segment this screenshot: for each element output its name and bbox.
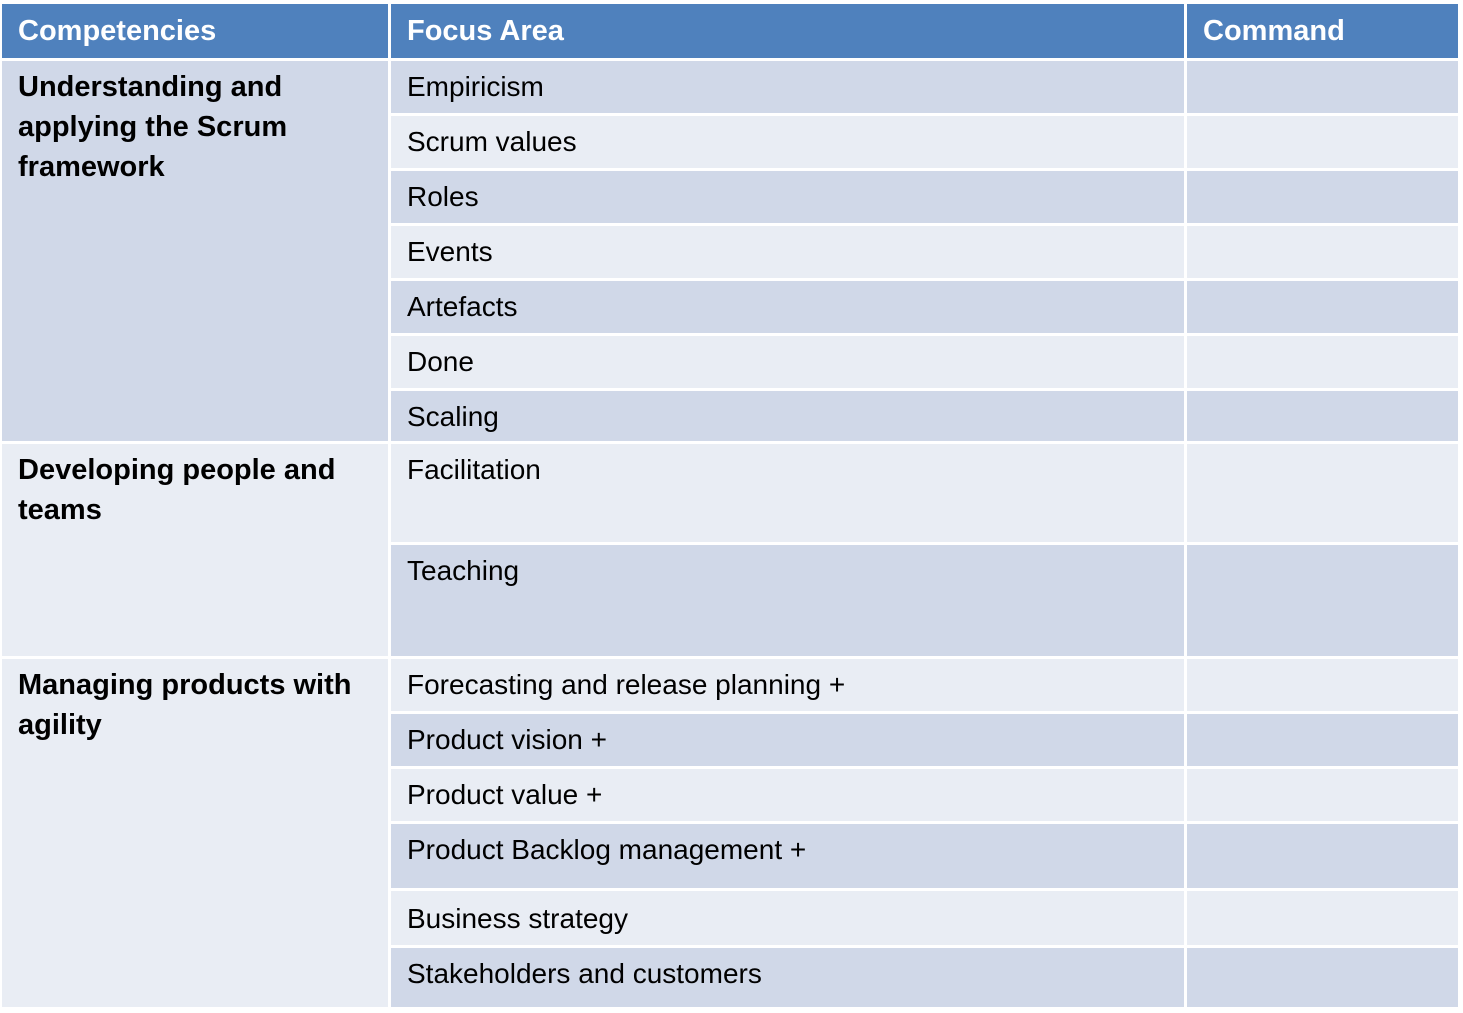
focus-area-cell: Scaling xyxy=(391,391,1184,441)
header-focus-area: Focus Area xyxy=(391,4,1184,58)
focus-area-label: Product value + xyxy=(407,779,603,810)
focus-area-cell: Teaching xyxy=(391,545,1184,656)
focus-area-label: Scaling xyxy=(407,401,499,432)
competency-cell: Understanding and applying the Scrum fra… xyxy=(2,61,388,441)
focus-area-label: Stakeholders and customers xyxy=(407,958,762,989)
focus-area-cell: Artefacts xyxy=(391,281,1184,333)
command-cell[interactable] xyxy=(1187,824,1458,888)
focus-area-cell: Forecasting and release planning + xyxy=(391,659,1184,711)
competency-label: Developing people and teams xyxy=(18,454,336,526)
focus-area-label: Business strategy xyxy=(407,903,628,934)
focus-area-cell: Product Backlog management + xyxy=(391,824,1184,888)
focus-area-cell: Events xyxy=(391,226,1184,278)
focus-area-label: Empiricism xyxy=(407,71,544,102)
command-cell[interactable] xyxy=(1187,948,1458,1007)
competency-label: Managing products with agility xyxy=(18,669,352,741)
header-competencies: Competencies xyxy=(2,4,388,58)
focus-area-cell: Empiricism xyxy=(391,61,1184,113)
header-command: Command xyxy=(1187,4,1458,58)
focus-area-cell: Product value + xyxy=(391,769,1184,821)
command-cell[interactable] xyxy=(1187,444,1458,542)
command-cell[interactable] xyxy=(1187,226,1458,278)
focus-area-label: Product Backlog management + xyxy=(407,834,807,865)
focus-area-label: Teaching xyxy=(407,555,520,586)
command-cell[interactable] xyxy=(1187,171,1458,223)
command-cell[interactable] xyxy=(1187,659,1458,711)
focus-area-label: Product vision + xyxy=(407,724,607,755)
focus-area-cell: Scrum values xyxy=(391,116,1184,168)
focus-area-label: Roles xyxy=(407,181,479,212)
competency-label: Understanding and applying the Scrum fra… xyxy=(18,71,288,183)
focus-area-cell: Roles xyxy=(391,171,1184,223)
command-cell[interactable] xyxy=(1187,61,1458,113)
command-cell[interactable] xyxy=(1187,281,1458,333)
focus-area-label: Events xyxy=(407,236,493,267)
focus-area-label: Done xyxy=(407,346,474,377)
command-cell[interactable] xyxy=(1187,336,1458,388)
focus-area-label: Artefacts xyxy=(407,291,518,322)
focus-area-cell: Facilitation xyxy=(391,444,1184,542)
focus-area-cell: Stakeholders and customers xyxy=(391,948,1184,1007)
competency-cell: Developing people and teams xyxy=(2,444,388,656)
command-cell[interactable] xyxy=(1187,891,1458,945)
focus-area-cell: Done xyxy=(391,336,1184,388)
command-cell[interactable] xyxy=(1187,391,1458,441)
command-cell[interactable] xyxy=(1187,714,1458,766)
focus-area-cell: Business strategy xyxy=(391,891,1184,945)
competency-cell: Managing products with agility xyxy=(2,659,388,1007)
command-cell[interactable] xyxy=(1187,116,1458,168)
focus-area-label: Facilitation xyxy=(407,454,541,485)
command-cell[interactable] xyxy=(1187,545,1458,656)
focus-area-cell: Product vision + xyxy=(391,714,1184,766)
focus-area-label: Forecasting and release planning + xyxy=(407,669,846,700)
command-cell[interactable] xyxy=(1187,769,1458,821)
focus-area-label: Scrum values xyxy=(407,126,577,157)
